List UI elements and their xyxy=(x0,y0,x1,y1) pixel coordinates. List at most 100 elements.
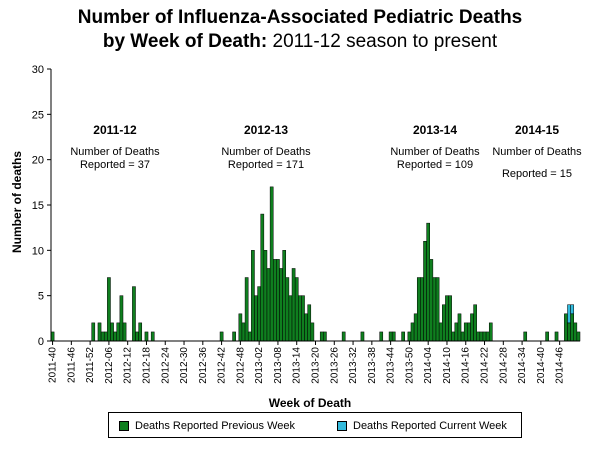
y-tick-label: 20 xyxy=(32,155,44,167)
bar-previous-week xyxy=(479,331,484,342)
bar-previous-week xyxy=(488,322,493,342)
season-deaths-label: Number of Deaths xyxy=(390,146,480,158)
bar-previous-week xyxy=(401,331,405,342)
bar-previous-week xyxy=(388,331,393,342)
bar-previous-week xyxy=(429,259,434,342)
x-tick-label: 2011-46 xyxy=(66,347,77,383)
bar-previous-week xyxy=(423,241,427,342)
title-line2-normal: 2011-12 season to present xyxy=(267,31,498,52)
season-deaths-count: Reported = 37 xyxy=(79,159,151,171)
bar-previous-week xyxy=(119,295,124,342)
bar-previous-week xyxy=(251,250,255,342)
bar-previous-week xyxy=(244,277,249,342)
x-tick-label: 2013-20 xyxy=(311,347,322,384)
y-tick-label: 30 xyxy=(32,64,44,76)
legend: Deaths Reported Previous Week Deaths Rep… xyxy=(108,412,522,438)
bar-previous-week xyxy=(257,286,261,342)
bar-previous-week xyxy=(103,331,108,342)
x-tick-label: 2011-52 xyxy=(85,347,96,383)
bar-previous-week xyxy=(410,322,415,342)
y-tick-label: 5 xyxy=(38,291,44,303)
x-tick-label: 2014-46 xyxy=(555,347,566,384)
x-axis-label: Week of Death xyxy=(268,396,352,410)
x-tick-label: 2014-28 xyxy=(498,347,509,384)
bar-previous-week xyxy=(260,213,265,342)
bar-previous-week xyxy=(113,331,117,342)
bar-previous-week xyxy=(460,331,465,342)
bar-previous-week xyxy=(116,322,121,342)
y-tick-label: 10 xyxy=(32,245,44,257)
bar-current-week xyxy=(567,304,571,324)
bar-previous-week xyxy=(282,250,287,342)
bar-previous-week xyxy=(476,331,481,342)
bar-previous-week xyxy=(426,222,431,342)
bar-previous-week xyxy=(523,331,528,342)
bar-previous-week xyxy=(276,259,280,342)
season-annotation-2014-15: 2014-15 Number of Deaths Reported = 15 xyxy=(492,124,582,181)
bar-previous-week xyxy=(232,331,236,342)
bar-previous-week xyxy=(470,313,474,342)
bar-previous-week xyxy=(269,186,274,342)
x-tick-label: 2013-44 xyxy=(386,347,397,384)
bar-previous-week xyxy=(564,313,568,342)
bar-previous-week xyxy=(219,331,224,342)
bar-previous-week xyxy=(451,331,456,342)
x-tick-label: 2013-08 xyxy=(273,347,284,384)
bar-previous-week xyxy=(291,268,296,342)
bar-previous-week xyxy=(272,259,277,342)
bar-previous-week xyxy=(247,331,252,342)
bar-previous-week xyxy=(138,322,143,342)
bar-previous-week xyxy=(150,331,155,342)
x-tick-label: 2012-06 xyxy=(104,347,115,384)
x-tick-label: 2013-50 xyxy=(404,347,415,384)
season-name: 2011-12 xyxy=(93,123,137,137)
bar-previous-week xyxy=(107,277,111,342)
bar-previous-week xyxy=(323,331,327,342)
bar-previous-week xyxy=(304,313,308,342)
bar-previous-week xyxy=(482,331,487,342)
x-tick-label: 2011-40 xyxy=(48,347,59,383)
bar-previous-week xyxy=(407,331,412,342)
legend-swatch-current xyxy=(337,421,347,431)
season-deaths-count: Reported = 171 xyxy=(227,159,305,171)
bar-previous-week xyxy=(442,304,446,342)
x-tick-label: 2013-38 xyxy=(367,347,378,384)
bar-previous-week xyxy=(97,322,102,342)
season-name: 2012-13 xyxy=(243,123,289,137)
bar-previous-week xyxy=(416,277,421,342)
season-annotation-2013-14: 2013-14 Number of Deaths Reported = 109 xyxy=(390,124,480,172)
x-tick-label: 2014-22 xyxy=(480,347,491,384)
x-tick-label: 2012-30 xyxy=(179,347,190,384)
bar-previous-week xyxy=(445,295,449,342)
x-tick-label: 2013-26 xyxy=(329,347,340,384)
season-deaths-label: Number of Deaths xyxy=(70,146,160,158)
bar-previous-week xyxy=(545,331,549,342)
season-deaths-count: Reported = 15 xyxy=(501,168,573,180)
bar-previous-week xyxy=(360,331,365,342)
bar-previous-week xyxy=(301,295,305,342)
bar-previous-week xyxy=(254,295,258,342)
bar-previous-week xyxy=(457,313,462,342)
legend-item-current: Deaths Reported Current Week xyxy=(337,420,507,432)
bar-previous-week xyxy=(554,331,559,342)
bar-previous-week xyxy=(310,322,315,342)
bar-previous-week xyxy=(454,322,459,342)
x-tick-label: 2014-34 xyxy=(517,347,528,384)
bar-previous-week xyxy=(573,322,578,342)
x-tick-label: 2013-14 xyxy=(292,347,303,384)
bar-previous-week xyxy=(432,277,437,342)
bar-previous-week xyxy=(110,322,114,342)
x-tick-label: 2012-12 xyxy=(123,347,134,384)
bar-previous-week xyxy=(570,313,574,342)
season-deaths-label: Number of Deaths xyxy=(221,146,311,158)
x-tick-label: 2012-42 xyxy=(217,347,228,384)
y-tick-label: 15 xyxy=(32,200,44,212)
bar-previous-week xyxy=(319,331,324,342)
bar-previous-week xyxy=(241,322,246,342)
bar-previous-week xyxy=(288,295,293,342)
y-tick-label: 0 xyxy=(38,336,44,348)
bar-previous-week xyxy=(100,331,105,342)
bar-previous-week xyxy=(285,277,290,342)
bar-previous-week xyxy=(279,268,283,342)
